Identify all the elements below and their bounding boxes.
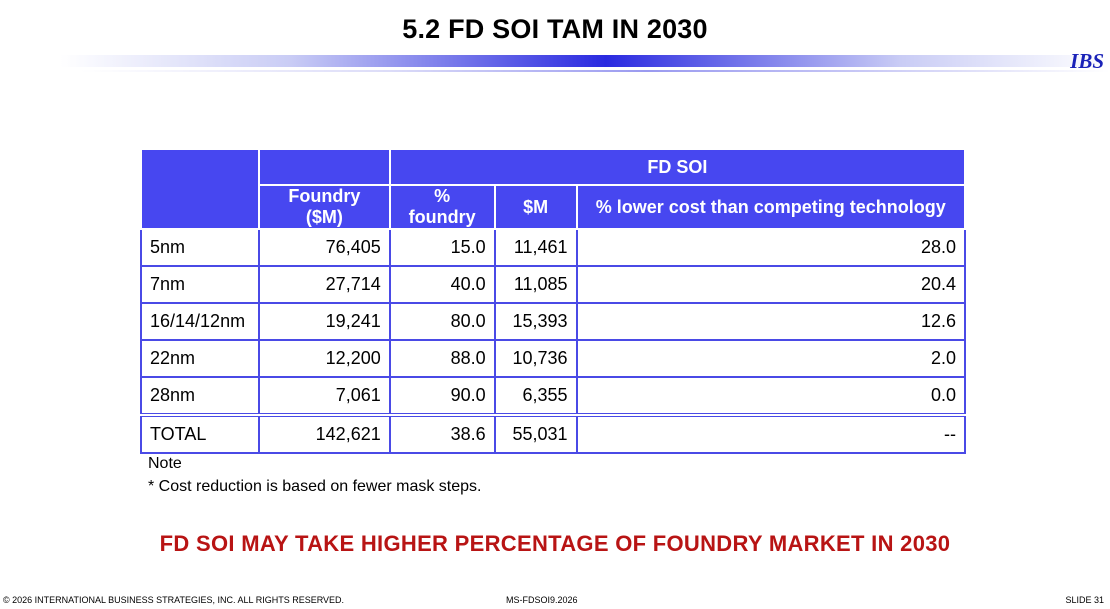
foundry-header-spacer [257,148,391,186]
node-cell: 5nm [140,228,260,267]
foundry-cell: 12,200 [257,339,391,378]
pct-foundry-cell: 90.0 [388,376,496,416]
table-row: 22nm 12,200 88.0 10,736 2.0 [140,339,967,378]
col-header-pct-foundry: % foundry [388,184,496,230]
table-header-row-columns: Foundry ($M) % foundry $M % lower cost t… [141,184,967,230]
total-fdsoi-m-cell: 55,031 [493,413,578,454]
fdsoi-group-header: FD SOI [388,148,967,186]
fdsoi-m-cell: 6,355 [493,376,578,416]
table-row: 5nm 76,405 15.0 11,461 28.0 [140,228,967,267]
slide-title: 5.2 FD SOI TAM IN 2030 [402,14,708,44]
table-total-row: TOTAL 142,621 38.6 55,031 -- [140,413,967,454]
total-label-cell: TOTAL [140,413,260,454]
fdsoi-m-cell: 10,736 [493,339,578,378]
fdsoi-m-cell: 11,461 [493,228,578,267]
pct-foundry-cell: 40.0 [388,265,496,304]
col-header-pct-lower-cost: % lower cost than competing technology [575,184,967,230]
table-header-row-group: FD SOI [140,148,967,230]
pct-foundry-cell: 15.0 [388,228,496,267]
pct-lower-cell: 12.6 [575,302,967,341]
pct-lower-cell: 20.4 [575,265,967,304]
table-row: 28nm 7,061 90.0 6,355 0.0 [140,376,967,416]
foundry-cell: 76,405 [257,228,391,267]
pct-lower-cell: 28.0 [575,228,967,267]
fdsoi-tam-table: FD SOI Foundry ($M) % foundry $M % lower… [140,148,967,454]
col-header-fdsoi-m: $M [493,184,578,230]
total-pct-foundry-cell: 38.6 [388,413,496,454]
title-gradient-underline [80,70,1110,72]
node-cell: 16/14/12nm [140,302,260,341]
pct-lower-cell: 2.0 [575,339,967,378]
foundry-cell: 27,714 [257,265,391,304]
foundry-cell: 19,241 [257,302,391,341]
note-heading: Note [148,455,182,472]
fdsoi-m-cell: 15,393 [493,302,578,341]
conclusion-headline: FD SOI MAY TAKE HIGHER PERCENTAGE OF FOU… [159,531,951,556]
fdsoi-m-cell: 11,085 [493,265,578,304]
brand-logo: IBS [1070,49,1104,73]
foundry-cell: 7,061 [257,376,391,416]
note-text: * Cost reduction is based on fewer mask … [148,478,482,495]
node-cell: 28nm [140,376,260,416]
total-foundry-cell: 142,621 [257,413,391,454]
pct-foundry-cell: 88.0 [388,339,496,378]
pct-lower-cell: 0.0 [575,376,967,416]
footer-doc-id: MS-FDSOI9.2026 [506,595,578,605]
node-header-cell [140,148,260,230]
pct-foundry-cell: 80.0 [388,302,496,341]
table-row: 16/14/12nm 19,241 80.0 15,393 12.6 [140,302,967,341]
table-note: Note * Cost reduction is based on fewer … [148,452,482,498]
node-cell: 22nm [140,339,260,378]
col-header-foundry: Foundry ($M) [257,184,391,230]
total-pct-lower-cell: -- [575,413,967,454]
title-gradient-bar [60,55,1110,67]
node-cell: 7nm [140,265,260,304]
table-row: 7nm 27,714 40.0 11,085 20.4 [140,265,967,304]
footer-copyright: © 2026 INTERNATIONAL BUSINESS STRATEGIES… [3,595,345,605]
footer-slide-number: SLIDE 31 [1065,595,1104,605]
